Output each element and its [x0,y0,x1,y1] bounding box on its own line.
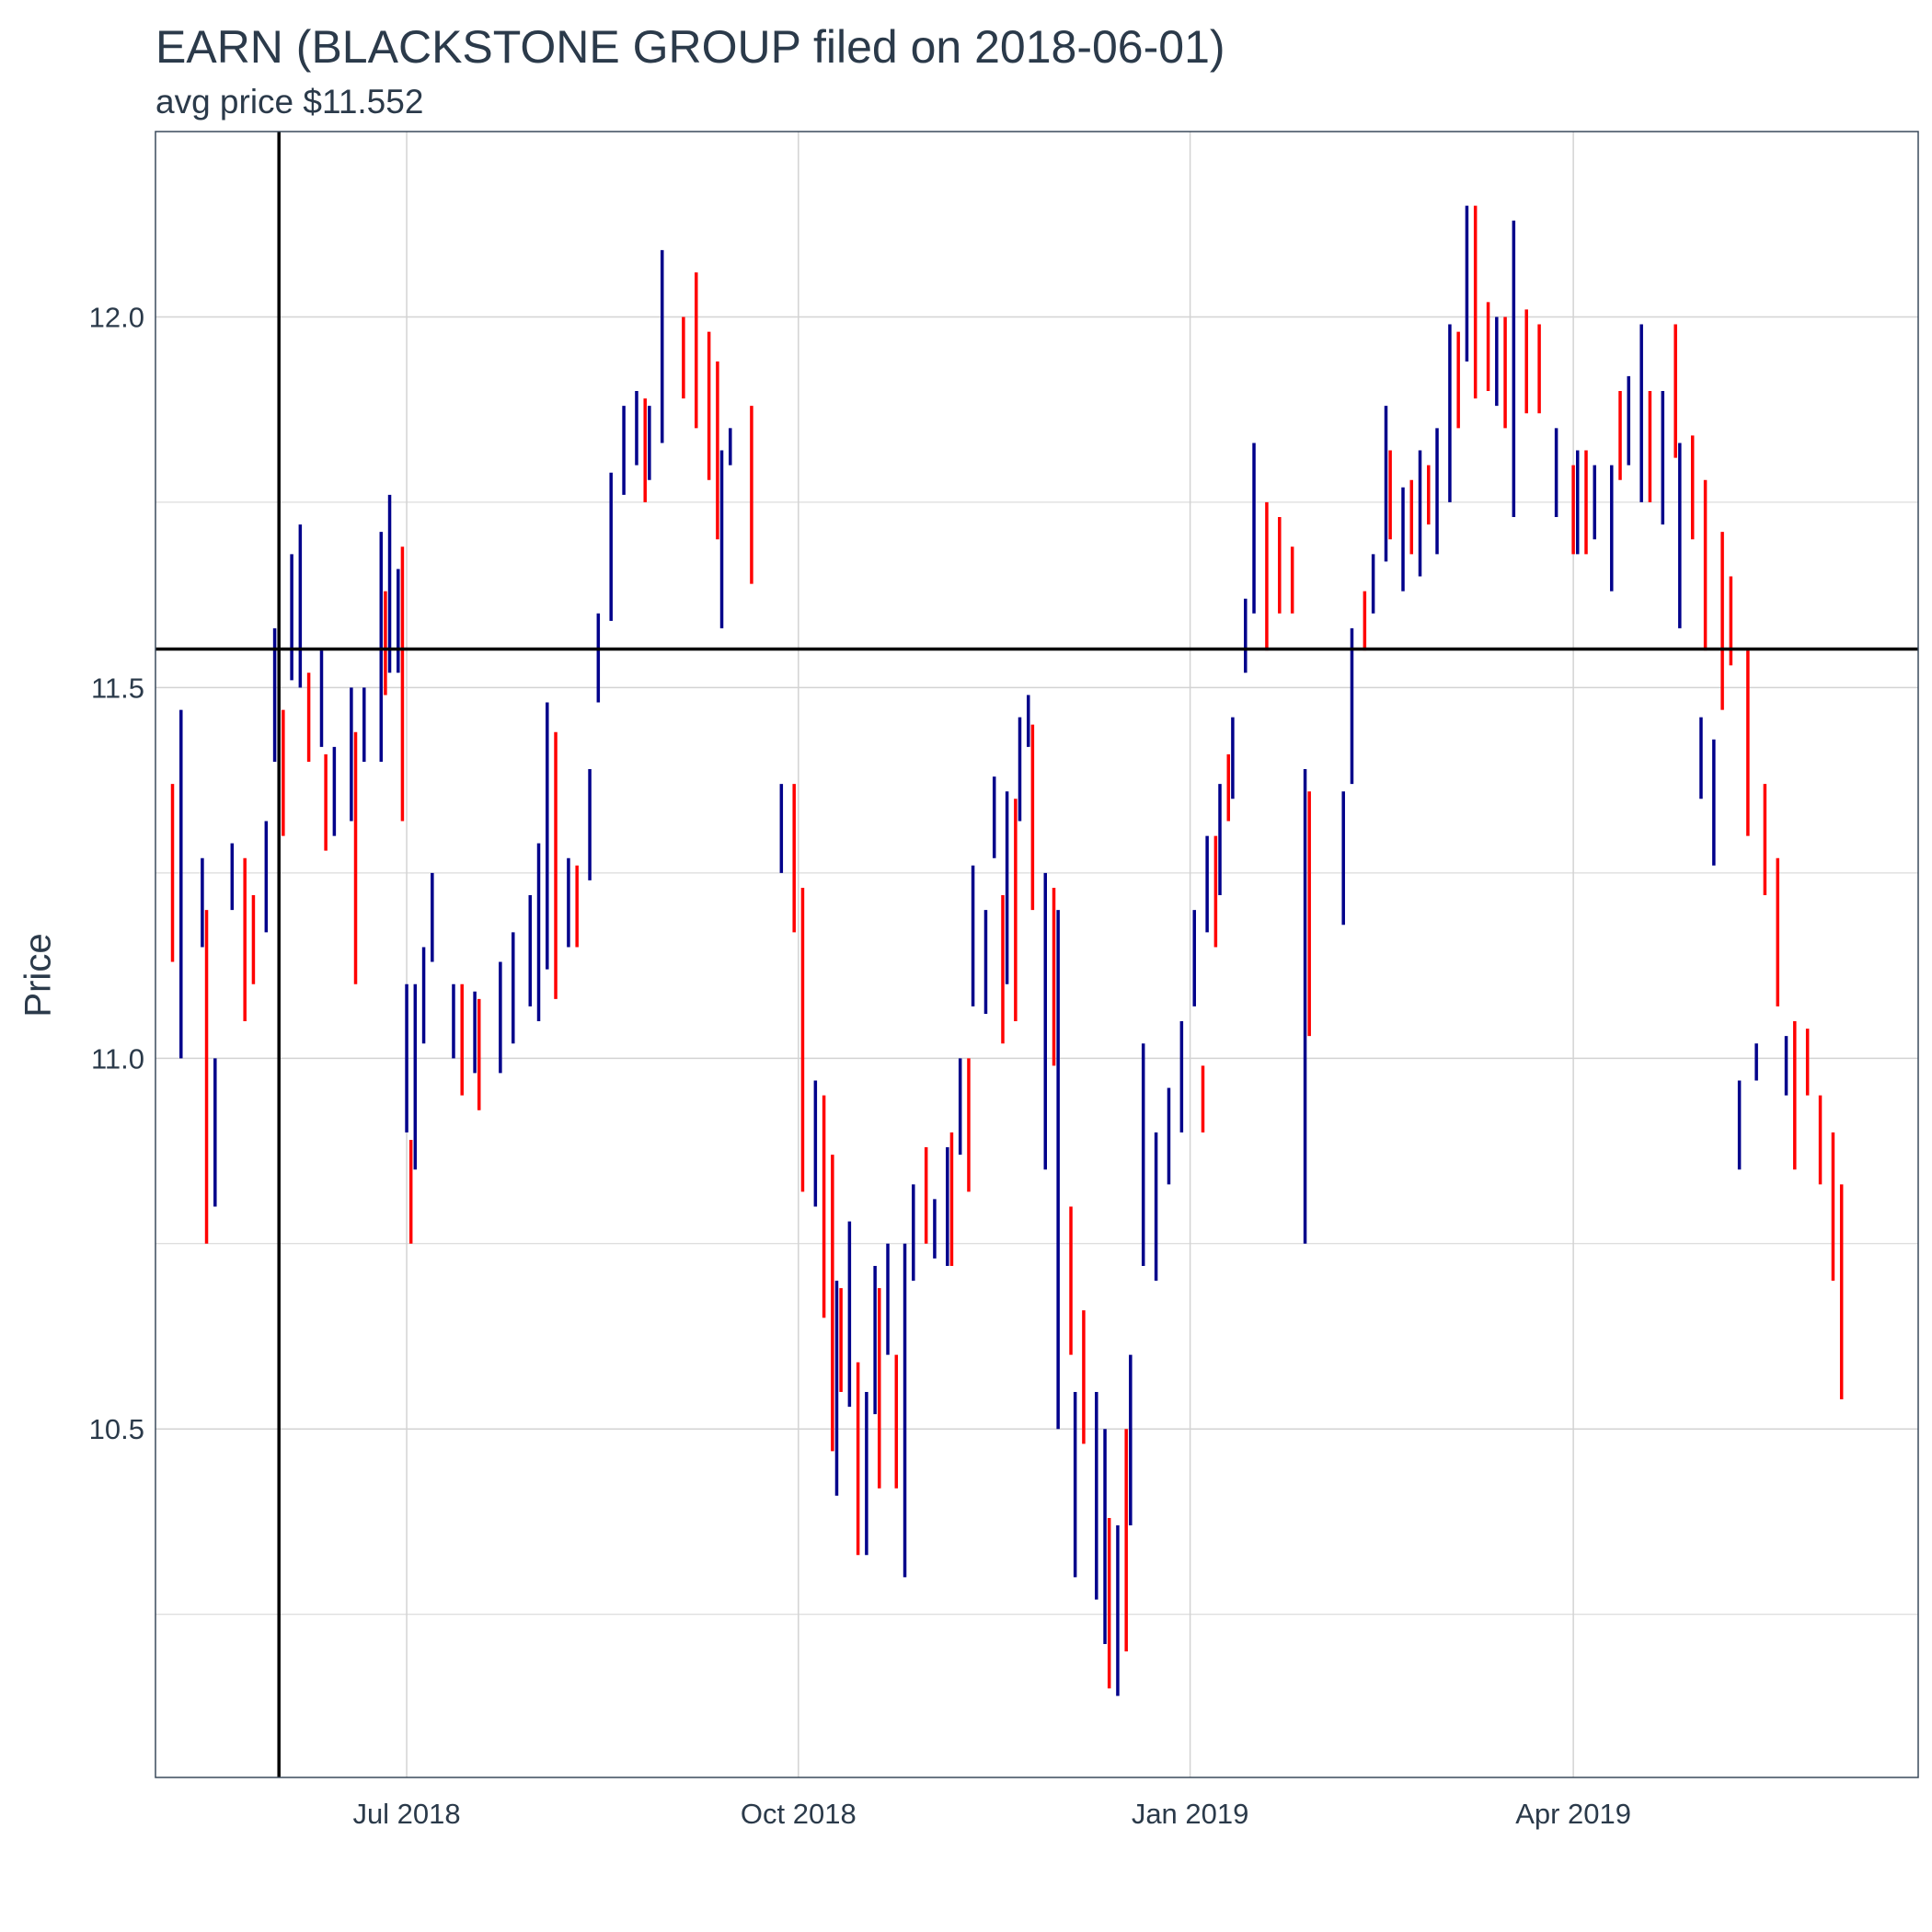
reference-lines [155,132,1918,1777]
plot-background [155,132,1918,1777]
x-tick-label: Apr 2019 [1515,1798,1631,1830]
x-tick-label: Oct 2018 [741,1798,857,1830]
axis-tick-labels: 10.5 11.0 11.5 12.0 Jul 2018 Oct 2018 Jan 2019… [89,301,1631,1830]
x-tick-label: Jul 2018 [352,1798,460,1830]
chart-title: EARN (BLACKSTONE GROUP filed on 2018-06-… [155,21,1225,73]
y-tick-label: 11.5 [91,672,144,704]
grid-lines [155,132,1918,1777]
y-tick-label: 12.0 [89,301,144,333]
plot-border [155,131,1919,1778]
y-tick-label: 10.5 [89,1413,144,1445]
y-tick-label: 11.0 [91,1042,144,1075]
chart-subtitle: avg price $11.552 [155,83,424,121]
ohlc-bars [170,205,1844,1696]
x-tick-label: Jan 2019 [1132,1798,1249,1830]
